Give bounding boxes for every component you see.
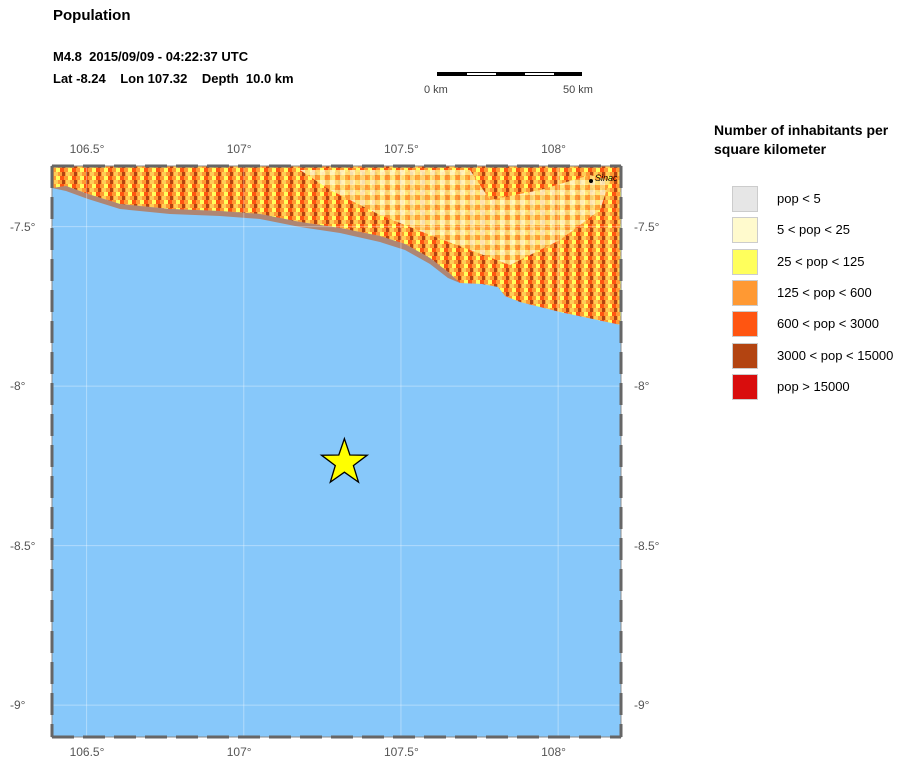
lat-tick-label-left: -9° xyxy=(10,698,26,713)
legend-swatch xyxy=(732,217,758,244)
lat-tick-label-left: -8° xyxy=(10,379,26,394)
lon-tick-label-bottom: 108° xyxy=(541,745,566,759)
legend-label: 25 < pop < 125 xyxy=(777,253,865,269)
place-label: Sinac xyxy=(595,173,618,183)
legend-swatch xyxy=(732,342,758,369)
lat-tick-label-right: -7.5° xyxy=(634,219,660,234)
event-location-depth: Lat -8.24 Lon 107.32 Depth 10.0 km xyxy=(53,71,294,86)
lon-tick-label-top: 108° xyxy=(541,142,566,156)
land-lowdensity xyxy=(300,170,610,265)
legend-item: 5 < pop < 25 xyxy=(732,217,910,244)
legend-item: pop < 5 xyxy=(732,186,910,212)
legend-label: pop > 15000 xyxy=(777,378,850,394)
event-magnitude-time: M4.8 2015/09/09 - 04:22:37 UTC xyxy=(53,49,249,64)
scale-bar xyxy=(437,72,582,76)
coast-dense xyxy=(52,186,460,283)
scale-label-start: 0 km xyxy=(424,84,448,96)
lon-tick-label-bottom: 106.5° xyxy=(69,745,105,759)
lon-tick-label-top: 106.5° xyxy=(69,142,105,156)
map-frame xyxy=(50,164,623,739)
lat-tick-label-left: -7.5° xyxy=(10,219,36,234)
legend-item: 600 < pop < 3000 xyxy=(732,311,910,338)
lon-tick-label-bottom: 107.5° xyxy=(383,745,419,759)
legend-label: pop < 5 xyxy=(777,191,821,206)
legend-swatch xyxy=(732,373,758,400)
map-title: Population xyxy=(53,7,131,24)
legend-swatch xyxy=(732,248,758,275)
lat-tick-label-right: -8° xyxy=(634,379,650,394)
legend-label: 5 < pop < 25 xyxy=(777,222,851,238)
legend-swatch xyxy=(732,311,758,338)
legend-item: pop > 15000 xyxy=(732,373,910,400)
legend-item: 3000 < pop < 15000 xyxy=(732,342,910,369)
legend-label: 3000 < pop < 15000 xyxy=(777,347,894,363)
legend-label: 600 < pop < 3000 xyxy=(777,316,879,332)
place-marker xyxy=(589,179,593,183)
lon-tick-label-top: 107° xyxy=(226,142,252,156)
lat-tick-label-right: -8.5° xyxy=(634,538,660,553)
scale-label-end: 50 km xyxy=(563,84,593,96)
legend-swatch xyxy=(732,186,758,212)
legend-swatch xyxy=(732,279,758,306)
lat-tick-label-right: -9° xyxy=(634,698,650,713)
graticule xyxy=(52,166,621,737)
lat-tick-label-left: -8.5° xyxy=(10,538,36,553)
star-icon[interactable] xyxy=(319,436,370,484)
legend-item: 125 < pop < 600 xyxy=(732,279,910,306)
legend-label: 125 < pop < 600 xyxy=(777,284,872,300)
legend-item: 25 < pop < 125 xyxy=(732,248,910,275)
legend-title: Number of inhabitants per square kilomet… xyxy=(714,122,889,157)
lon-tick-label-top: 107.5° xyxy=(383,142,419,156)
lon-tick-label-bottom: 107° xyxy=(226,745,252,759)
